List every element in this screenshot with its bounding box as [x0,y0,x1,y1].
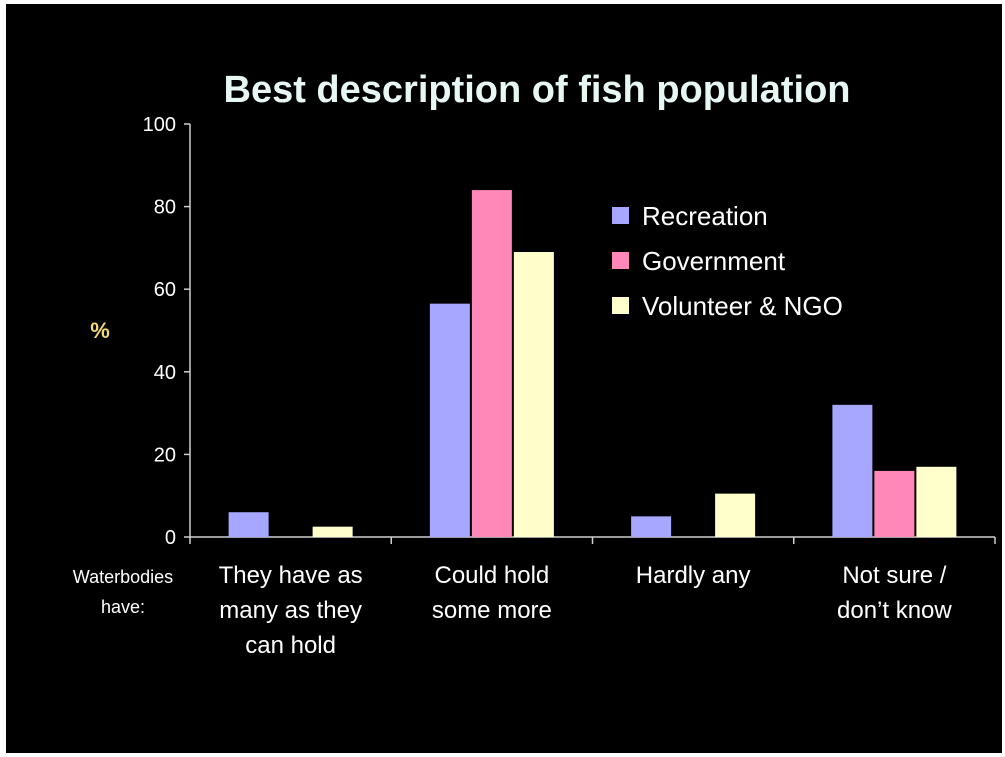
bar-recreation [631,516,672,537]
x-ticks [189,537,996,544]
category-label: don’t know [837,597,952,624]
bar-government [874,470,915,537]
y-axis-label: % [90,318,110,343]
x-prefix-line-2: have: [101,597,145,617]
category-label: Hardly any [636,562,751,589]
y-tick-label: 80 [154,197,176,219]
bar-recreation [228,512,269,537]
y-tick-label: 60 [154,279,176,301]
category-label: many as they [219,597,362,624]
legend-label: Government [642,246,786,276]
legend-label: Recreation [642,201,768,231]
category-label: They have as [219,562,363,589]
y-tick-label: 40 [154,362,176,384]
legend-swatch [612,297,629,314]
y-tick-label: 0 [165,527,176,549]
y-tick-label: 20 [154,444,176,466]
y-tick-label: 100 [143,114,176,136]
bar-recreation [832,404,873,537]
bar-volunteer-ngo [513,252,554,537]
bar-recreation [429,303,470,537]
category-label: can hold [245,632,336,659]
category-labels: They have as many as they can hold Could ho… [219,562,953,659]
legend-label: Volunteer & NGO [642,291,843,321]
legend-swatch [612,252,629,269]
legend: Recreation Government Volunteer & NGO [612,201,843,321]
legend-swatch [612,207,629,224]
category-label: some more [432,597,552,624]
x-axis-prefix: Waterbodies have: [73,567,173,617]
bar-volunteer-ngo [715,493,756,537]
category-label: Not sure / [842,562,946,589]
chart-title: Best description of fish population [224,69,851,111]
bar-government [471,190,512,537]
y-ticks: 0 20 40 60 80 100 [143,114,190,549]
bar-volunteer-ngo [312,526,353,537]
category-label: Could hold [435,562,550,589]
bar-volunteer-ngo [916,466,957,537]
bars [228,190,957,537]
x-prefix-line-1: Waterbodies [73,567,173,587]
